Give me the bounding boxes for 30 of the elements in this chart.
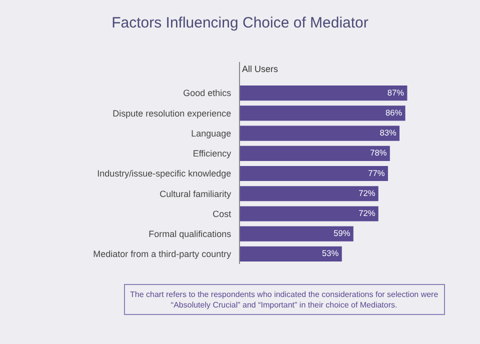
data-label: 72% (358, 188, 376, 198)
y-tick-label: Cost (212, 208, 232, 219)
bar (240, 226, 354, 242)
y-tick-label: Industry/issue-specific knowledge (97, 168, 232, 179)
y-tick-label: Good ethics (183, 88, 232, 98)
data-label: 53% (322, 248, 340, 258)
data-label: 87% (387, 87, 405, 98)
data-label: 77% (368, 168, 386, 178)
data-label: 86% (385, 107, 403, 118)
bar (240, 206, 378, 222)
y-tick-label: Mediator from a third-party country (93, 249, 232, 260)
y-tick-label: Efficiency (192, 148, 232, 159)
data-label: 59% (334, 228, 351, 238)
chart-title: Factors Influencing Choice of Mediator (112, 14, 368, 32)
data-label: 78% (370, 148, 388, 158)
bar (240, 166, 388, 182)
y-tick-label: Formal qualifications (148, 228, 232, 239)
data-label: 83% (380, 128, 397, 138)
chart-subtitle: All Users (242, 64, 279, 74)
y-tick-label: Cultural familiarity (160, 188, 232, 199)
bar (240, 86, 408, 101)
text: The chart refers to the respondents who indicated the considerations for selection were “Absolutely Crucial” and “Important” in their choice of Mediators. (130, 290, 439, 310)
bar (240, 106, 406, 121)
bar (240, 246, 342, 262)
data-label: 72% (358, 208, 376, 218)
y-tick-label: Dispute resolution experience (112, 108, 232, 118)
bar (240, 146, 390, 161)
bar (240, 186, 378, 202)
y-tick-label: Language (191, 128, 232, 138)
bar (240, 126, 400, 141)
